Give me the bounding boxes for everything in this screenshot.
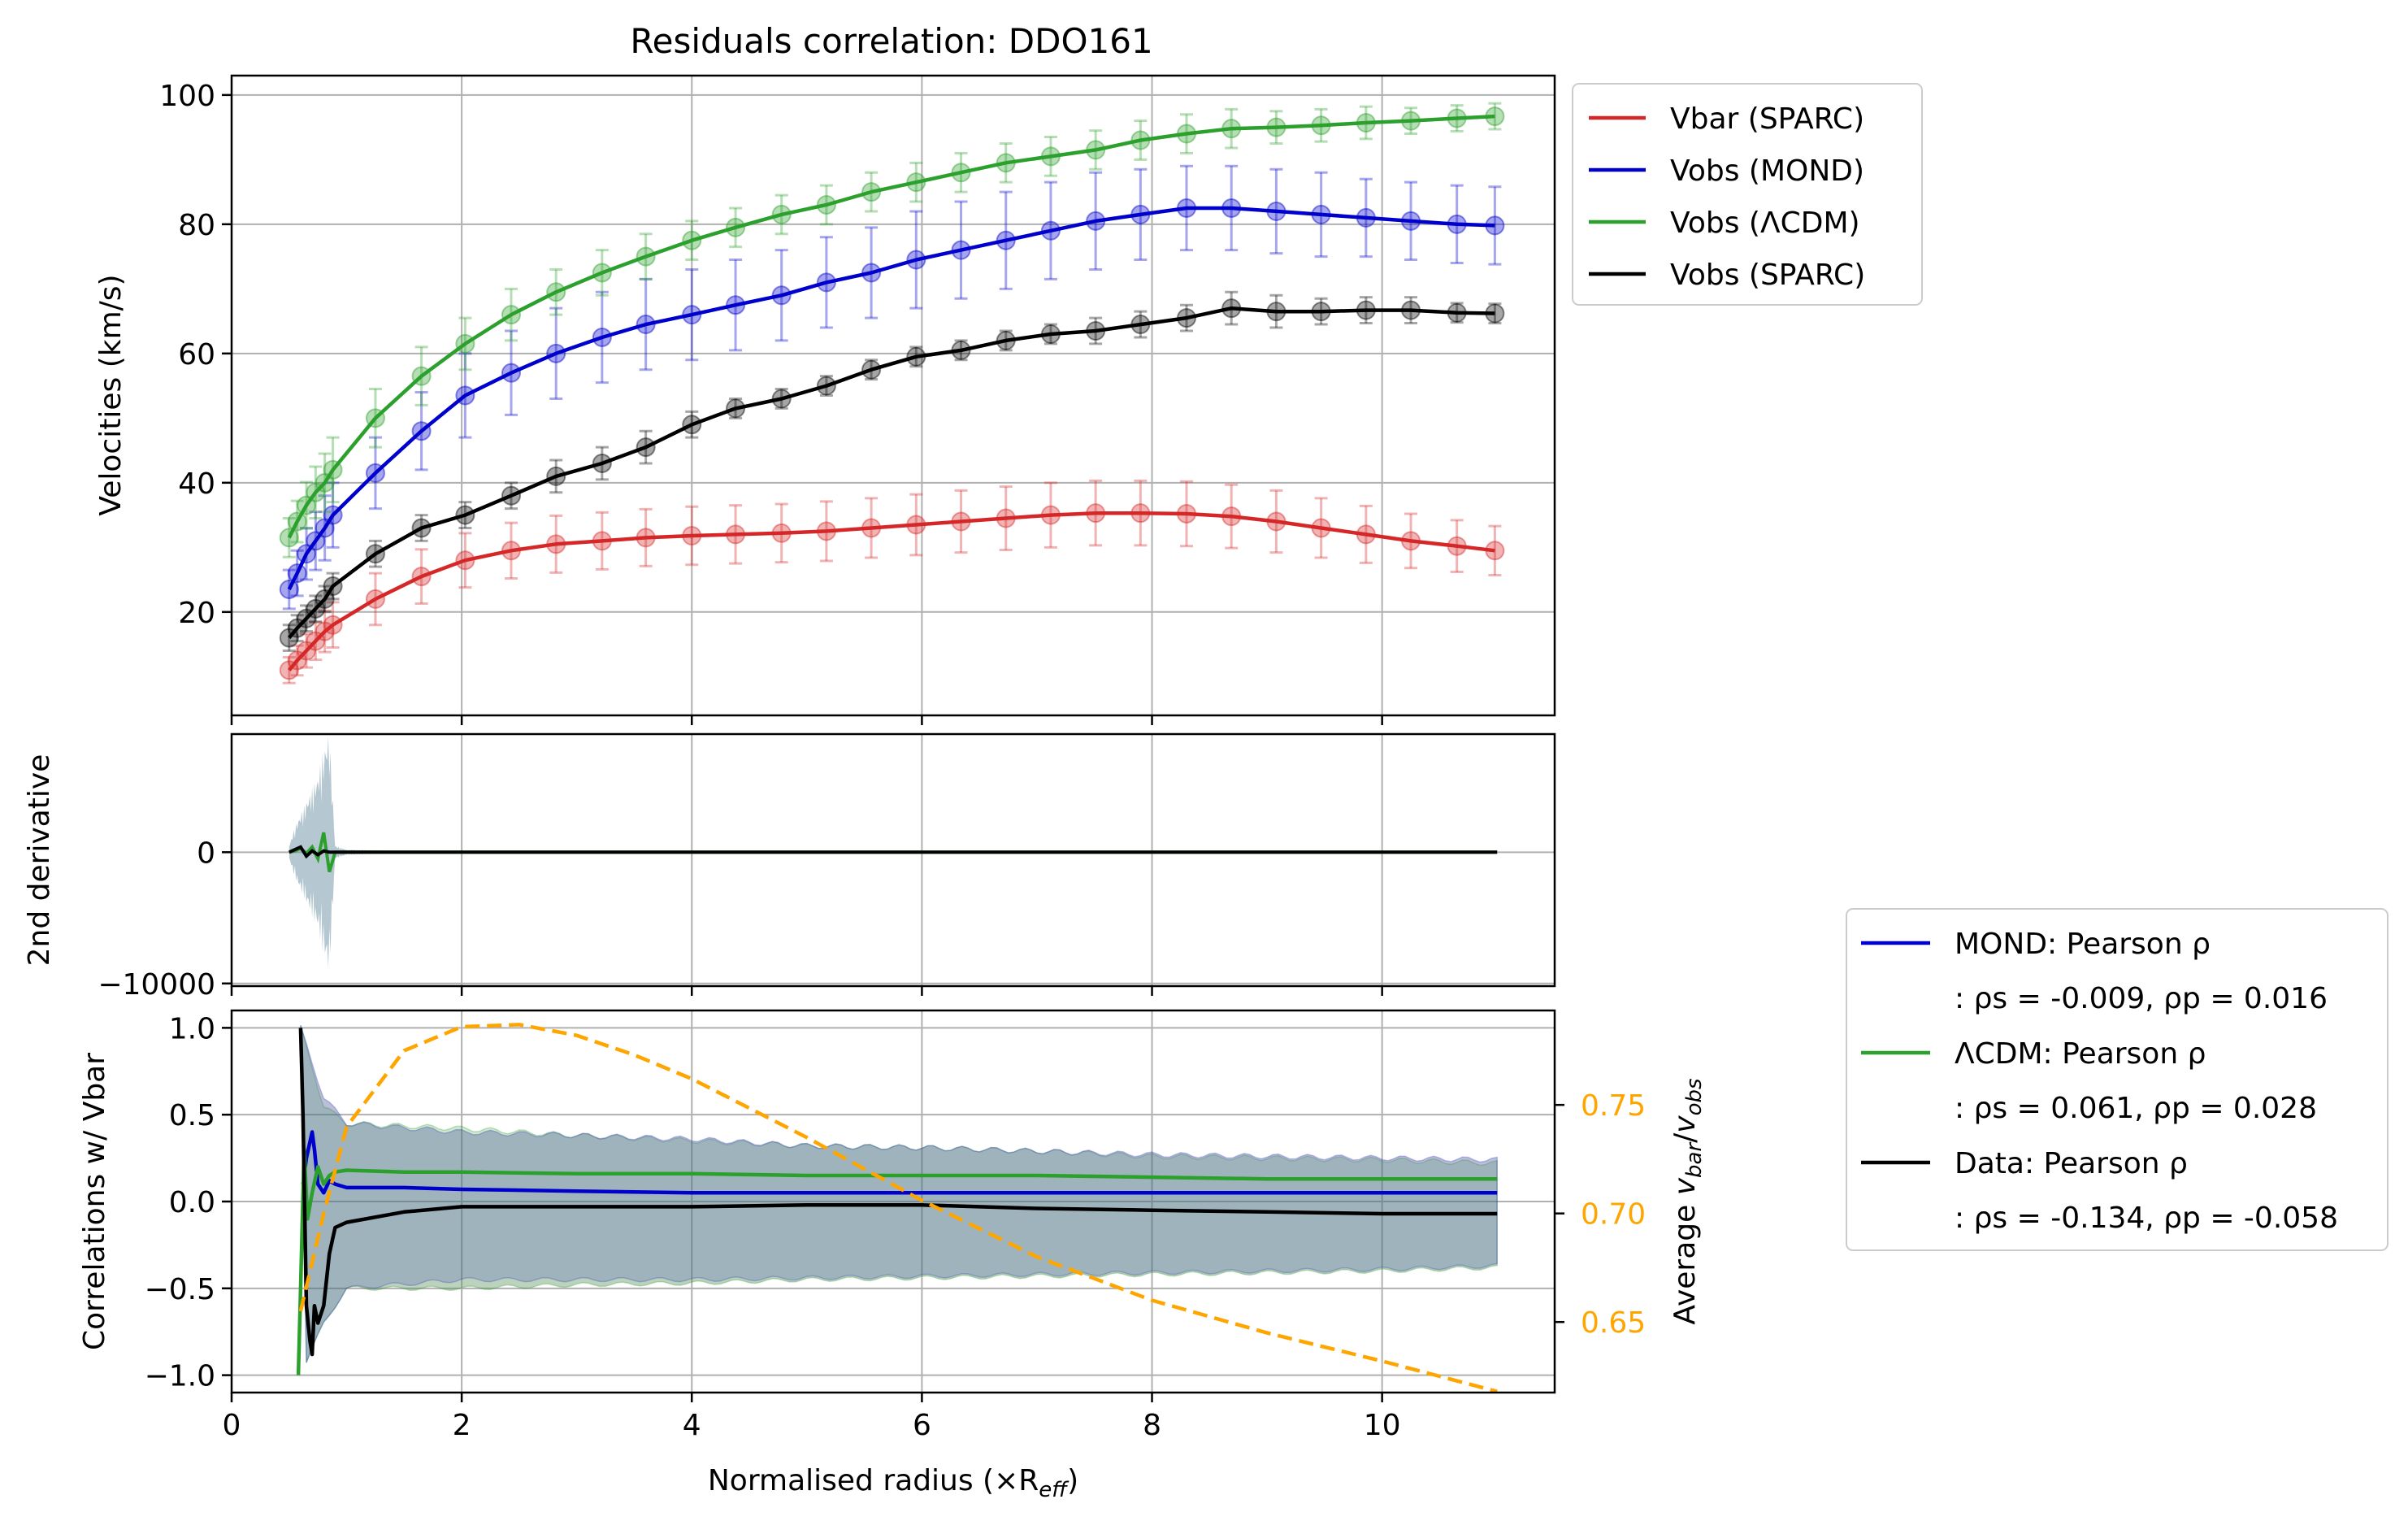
series-group bbox=[279, 164, 1505, 611]
x-tick-label: 0 bbox=[223, 1409, 241, 1442]
ratio-dashed-line bbox=[298, 1023, 1498, 1393]
y-tick-label: −10000 bbox=[98, 968, 215, 1002]
legend-label: Vobs (SPARC) bbox=[1670, 259, 1865, 292]
legend-stats: : ρs = 0.061, ρp = 0.028 bbox=[1955, 1092, 2317, 1125]
correlation-line bbox=[296, 1147, 1498, 1375]
velocity-panel: 20 40 60 80 100 Velocities (km/s) bbox=[94, 74, 1556, 725]
correlation-line bbox=[298, 1028, 1498, 1357]
correlation-ylabel: Correlations w/ Vbar bbox=[78, 1053, 111, 1350]
y-tick-label: 1.0 bbox=[169, 1012, 215, 1045]
data-derivative-line bbox=[288, 845, 1498, 859]
y-tick-label: 60 bbox=[178, 338, 215, 372]
y-tick-label: 0.0 bbox=[169, 1186, 215, 1219]
derivative-ylabel: 2nd derivative bbox=[23, 754, 56, 967]
x-axis-label: Normalised radius (×Reff) bbox=[708, 1464, 1078, 1502]
legend-label: Data: Pearson ρ bbox=[1955, 1147, 2188, 1180]
figure-title: Residuals correlation: DDO161 bbox=[630, 21, 1152, 61]
x-tick-label: 2 bbox=[453, 1409, 471, 1442]
series-group bbox=[279, 479, 1505, 684]
legend-label: MOND: Pearson ρ bbox=[1955, 928, 2211, 961]
y-tick-label: 0 bbox=[197, 837, 215, 870]
velocity-legend: Vbar (SPARC) Vobs (MOND) Vobs (ΛCDM) Vobs (… bbox=[1572, 83, 1923, 306]
y2-tick-label: 0.75 bbox=[1581, 1089, 1646, 1123]
legend-label: Vobs (MOND) bbox=[1670, 154, 1864, 188]
y2-tick-label: 0.65 bbox=[1581, 1306, 1646, 1340]
x-tick-label: 6 bbox=[913, 1409, 931, 1442]
ratio-ylabel: Average vbar/vobs bbox=[1668, 1078, 1707, 1324]
legend-stats: : ρs = -0.134, ρp = -0.058 bbox=[1955, 1202, 2338, 1235]
series-line bbox=[288, 306, 1495, 640]
velocity-ylabel: Velocities (km/s) bbox=[94, 274, 128, 515]
correlation-line bbox=[301, 1130, 1498, 1195]
y-tick-label: 80 bbox=[178, 209, 215, 242]
correlation-panel: 0 2 4 6 8 10 −1.0 −0.5 0.0 0.5 1.0 0.65 0.70 0.75 Cor… bbox=[78, 1009, 1707, 1442]
derivative-panel: −10000 0 2nd derivative bbox=[23, 732, 1556, 1002]
series-group bbox=[279, 102, 1505, 558]
series-line bbox=[287, 114, 1495, 539]
y-tick-label: 0.5 bbox=[169, 1099, 215, 1132]
correlation-legend: MOND: Pearson ρ : ρs = -0.009, ρp = 0.016… bbox=[1846, 908, 2388, 1251]
y-tick-label: 100 bbox=[159, 80, 215, 113]
legend-label: Vobs (ΛCDM) bbox=[1670, 206, 1860, 240]
series-line bbox=[287, 206, 1495, 591]
legend-stats: : ρs = -0.009, ρp = 0.016 bbox=[1955, 982, 2328, 1015]
series-group bbox=[279, 290, 1505, 653]
x-tick-label: 8 bbox=[1143, 1409, 1161, 1442]
x-tick-label: 10 bbox=[1364, 1409, 1401, 1442]
y-tick-label: −1.0 bbox=[145, 1360, 215, 1393]
y-tick-label: 40 bbox=[178, 467, 215, 501]
series-line bbox=[288, 511, 1495, 671]
y2-tick-label: 0.70 bbox=[1581, 1198, 1646, 1232]
legend-label: Vbar (SPARC) bbox=[1670, 102, 1864, 136]
legend-label: ΛCDM: Pearson ρ bbox=[1955, 1037, 2206, 1071]
y-tick-label: −0.5 bbox=[145, 1273, 215, 1306]
x-tick-label: 4 bbox=[683, 1409, 701, 1442]
y-tick-label: 20 bbox=[178, 597, 215, 630]
